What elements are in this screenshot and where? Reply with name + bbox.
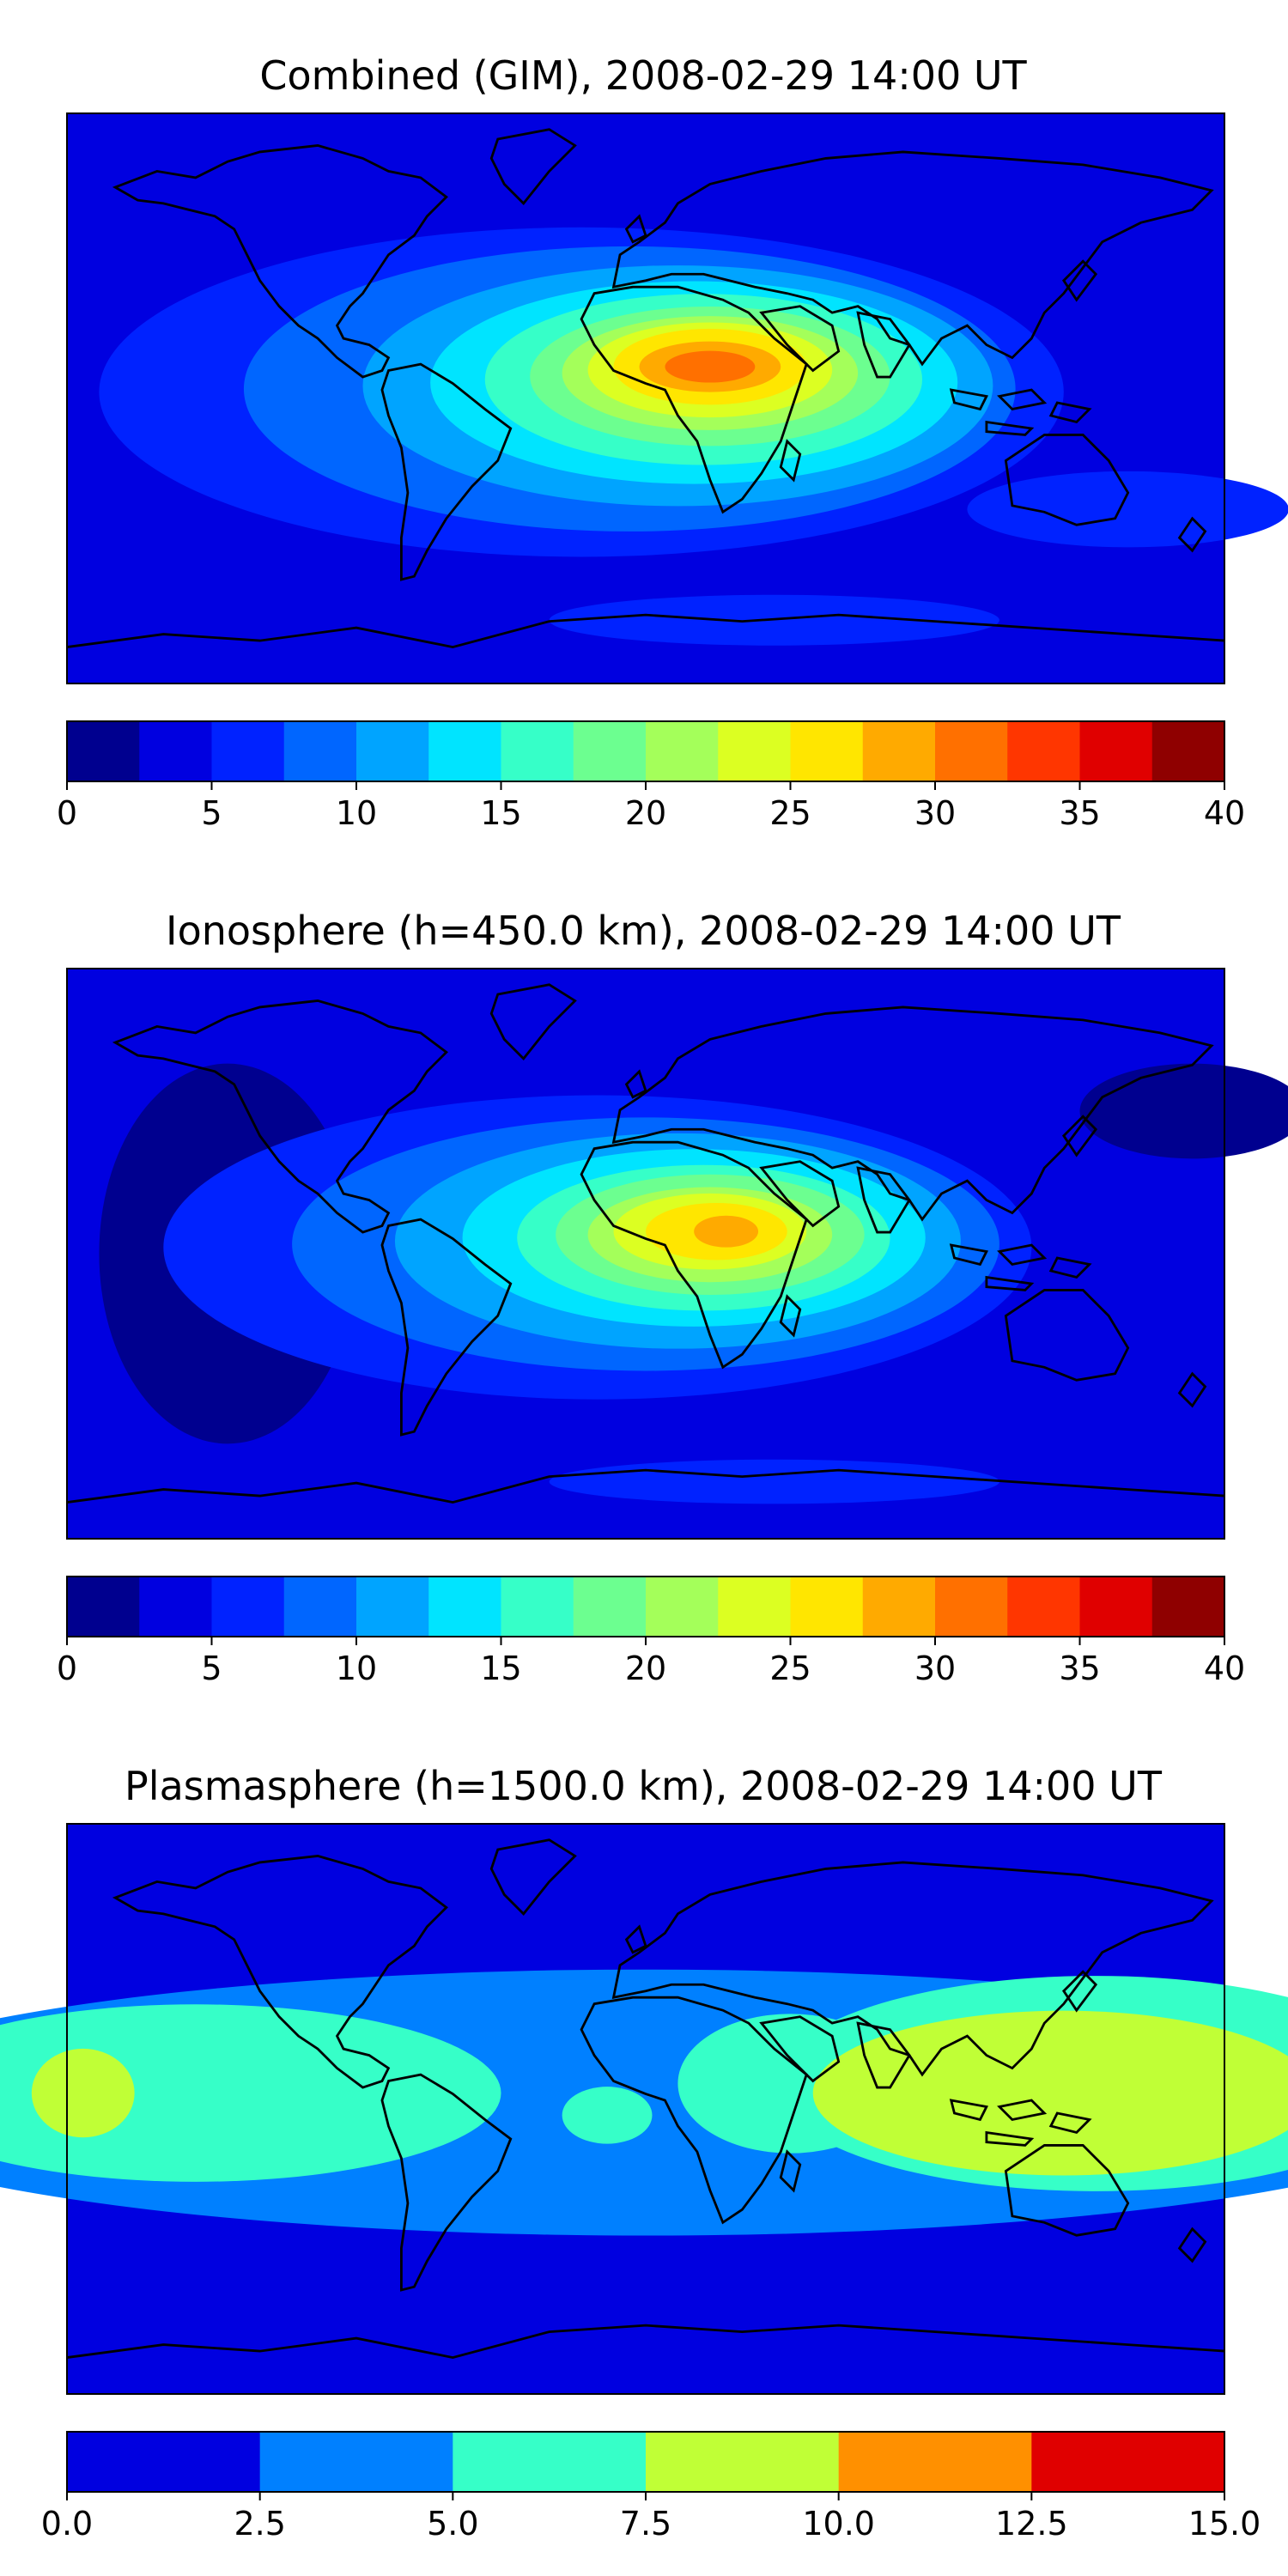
contour-band xyxy=(31,2048,135,2138)
colorbar-segment xyxy=(211,1577,285,1637)
colorbar-segment xyxy=(453,2432,647,2492)
colorbar-segment xyxy=(428,1577,501,1637)
colorbar-tick-label: 30 xyxy=(914,794,956,832)
colorbar-tick-label: 20 xyxy=(625,1649,666,1687)
tec-contour-field xyxy=(0,1824,1288,2394)
contour-band xyxy=(0,2004,501,2182)
colorbar-segment xyxy=(790,1577,864,1637)
contour-band xyxy=(967,471,1288,548)
colorbar-segment xyxy=(139,721,212,781)
colorbar-segment xyxy=(67,2432,261,2492)
colorbar-segment xyxy=(862,721,936,781)
colorbar-segment xyxy=(356,721,429,781)
map-area xyxy=(65,968,1288,1540)
contour-band xyxy=(1079,1063,1288,1159)
colorbar-segment xyxy=(356,1577,429,1637)
contour-band xyxy=(562,2087,653,2144)
colorbar-segment xyxy=(718,1577,791,1637)
map-area xyxy=(0,1823,1288,2395)
colorbar-segment xyxy=(67,721,140,781)
tec-contour-field xyxy=(67,113,1288,683)
colorbar-tick-label: 40 xyxy=(1204,794,1245,832)
colorbar-segment xyxy=(283,1577,357,1637)
colorbar-tick-label: 0 xyxy=(57,794,77,832)
colorbar-segment xyxy=(646,2432,840,2492)
contour-band xyxy=(549,1459,999,1504)
colorbar-segment xyxy=(573,721,647,781)
colorbar-segment xyxy=(935,721,1008,781)
colorbar-tick-label: 0 xyxy=(57,1649,77,1687)
colorbar-segment xyxy=(67,1577,140,1637)
colorbar-segment xyxy=(646,721,719,781)
colorbar-tick-label: 7.5 xyxy=(620,2505,671,2543)
colorbar-segment xyxy=(718,721,791,781)
colorbar-segment xyxy=(838,2432,1032,2492)
colorbar-tick-label: 25 xyxy=(769,794,811,832)
map-frame xyxy=(66,1823,1225,2395)
contour-band xyxy=(812,2010,1288,2176)
colorbar-segment xyxy=(1079,721,1153,781)
colorbar-segment xyxy=(573,1577,647,1637)
colorbar-segment xyxy=(501,721,574,781)
colorbar-tick-label: 35 xyxy=(1059,794,1100,832)
colorbar-tick-label: 15 xyxy=(480,1649,521,1687)
ionosphere-panel: Ionosphere (h=450.0 km), 2008-02-29 14:0… xyxy=(57,908,1288,1687)
colorbar-tick-label: 2.5 xyxy=(234,2505,285,2543)
panel-title: Plasmasphere (h=1500.0 km), 2008-02-29 1… xyxy=(125,1763,1163,1809)
colorbar-tick-label: 5 xyxy=(201,1649,222,1687)
colorbar-tick-label: 35 xyxy=(1059,1649,1100,1687)
map-frame xyxy=(66,112,1225,684)
colorbar-segment xyxy=(1079,1577,1153,1637)
contour-band xyxy=(694,1215,759,1248)
colorbar-segment xyxy=(211,721,285,781)
colorbar-tick-label: 5.0 xyxy=(427,2505,478,2543)
colorbar-tick-label: 5 xyxy=(201,794,222,832)
colorbar-segment xyxy=(259,2432,453,2492)
colorbar-tick-label: 15 xyxy=(480,794,521,832)
colorbar-segment xyxy=(1007,721,1080,781)
contour-band xyxy=(665,350,756,383)
colorbar-segment xyxy=(1007,1577,1080,1637)
colorbar-segment xyxy=(1151,721,1225,781)
colorbar-tick-label: 10.0 xyxy=(802,2505,875,2543)
colorbar-tick-label: 25 xyxy=(769,1649,811,1687)
plasmasphere-panel: Plasmasphere (h=1500.0 km), 2008-02-29 1… xyxy=(0,1763,1288,2543)
colorbar-segment xyxy=(428,721,501,781)
colorbar-tick-label: 30 xyxy=(914,1649,956,1687)
colorbar-tick-label: 12.5 xyxy=(995,2505,1068,2543)
colorbar-segment xyxy=(501,1577,574,1637)
colorbar-tick-label: 10 xyxy=(336,794,377,832)
colorbar-tick-label: 15.0 xyxy=(1188,2505,1261,2543)
panel-title: Combined (GIM), 2008-02-29 14:00 UT xyxy=(259,52,1027,99)
colorbar-segment xyxy=(935,1577,1008,1637)
colorbar-tick-label: 20 xyxy=(625,794,666,832)
colorbar: 0.0 2.5 5.0 7.5 10.0 12.5 15.0 xyxy=(41,2431,1261,2543)
colorbar-segment xyxy=(139,1577,212,1637)
colorbar-segment xyxy=(646,1577,719,1637)
colorbar-segment xyxy=(283,721,357,781)
colorbar: 0 5 10 15 20 25 30 35 40 xyxy=(57,1576,1245,1687)
colorbar-tick-label: 10 xyxy=(336,1649,377,1687)
colorbar: 0 5 10 15 20 25 30 35 40 xyxy=(57,720,1245,832)
colorbar-tick-label: 40 xyxy=(1204,1649,1245,1687)
colorbar-segment xyxy=(862,1577,936,1637)
map-area xyxy=(65,112,1288,684)
colorbar-segment xyxy=(1151,1577,1225,1637)
tec-contour-field xyxy=(67,969,1288,1539)
combined-panel: Combined (GIM), 2008-02-29 14:00 UT 0 5 10… xyxy=(57,52,1288,832)
colorbar-tick-label: 0.0 xyxy=(41,2505,93,2543)
colorbar-segment xyxy=(790,721,864,781)
map-frame xyxy=(66,968,1225,1540)
colorbar-segment xyxy=(1031,2432,1225,2492)
panel-title: Ionosphere (h=450.0 km), 2008-02-29 14:0… xyxy=(166,908,1121,954)
